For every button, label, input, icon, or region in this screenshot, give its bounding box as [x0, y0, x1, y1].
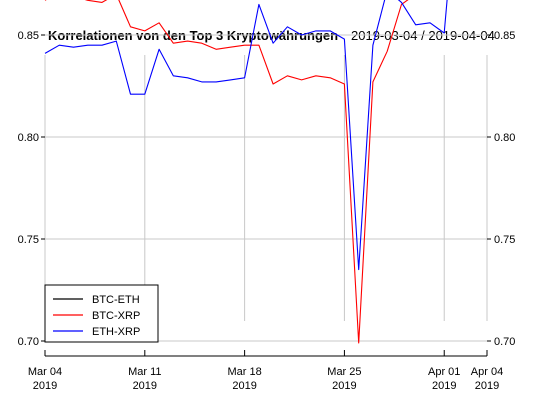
legend-box [44, 284, 159, 343]
series-line-btc-xrp [44, 0, 409, 344]
legend: BTC-ETH BTC-XRP ETH-XRP [44, 284, 159, 343]
y-axis-right: 0.700.750.800.850.900.95 [487, 30, 515, 348]
x-tick-label-date: Apr 04 [471, 366, 503, 378]
x-tick-label-date: Mar 25 [327, 366, 361, 378]
x-tick-label-year: 2019 [33, 380, 57, 392]
x-tick-label-year: 2019 [332, 380, 356, 392]
grid [44, 34, 488, 342]
y-tick-label-left: 0.70 [18, 336, 39, 348]
y-tick-label-right: 0.80 [494, 132, 515, 144]
y-tick-label-right: 0.75 [494, 234, 515, 246]
x-tick-label-date: Mar 11 [128, 366, 161, 378]
y-tick-label-left: 0.80 [18, 132, 39, 144]
series-lines [44, 0, 448, 344]
x-tick-label-year: 2019 [232, 380, 256, 392]
y-tick-label-left: 0.75 [18, 234, 39, 246]
series-line-eth-xrp [44, 0, 448, 271]
y-tick-label-right: 0.85 [494, 30, 515, 42]
y-tick-label-left: 0.85 [18, 30, 39, 42]
x-tick-label-year: 2019 [133, 380, 157, 392]
x-axis: Mar 04 2019 Mar 11 2019 Mar 18 2019 Mar 25 2019… [28, 350, 503, 392]
x-tick-label-date: Mar 04 [28, 366, 62, 378]
x-tick-label-year: 2019 [432, 380, 456, 392]
y-axis-left: 0.700.750.800.850.900.95 [18, 30, 45, 348]
x-tick-label-date: Apr 01 [428, 366, 460, 378]
y-tick-label-right: 0.70 [494, 336, 515, 348]
legend-label: ETH-XRP [92, 326, 140, 338]
legend-label: BTC-XRP [92, 310, 140, 322]
legend-label: BTC-ETH [92, 294, 140, 306]
x-tick-label-year: 2019 [475, 380, 499, 392]
x-tick-label-date: Mar 18 [227, 366, 261, 378]
